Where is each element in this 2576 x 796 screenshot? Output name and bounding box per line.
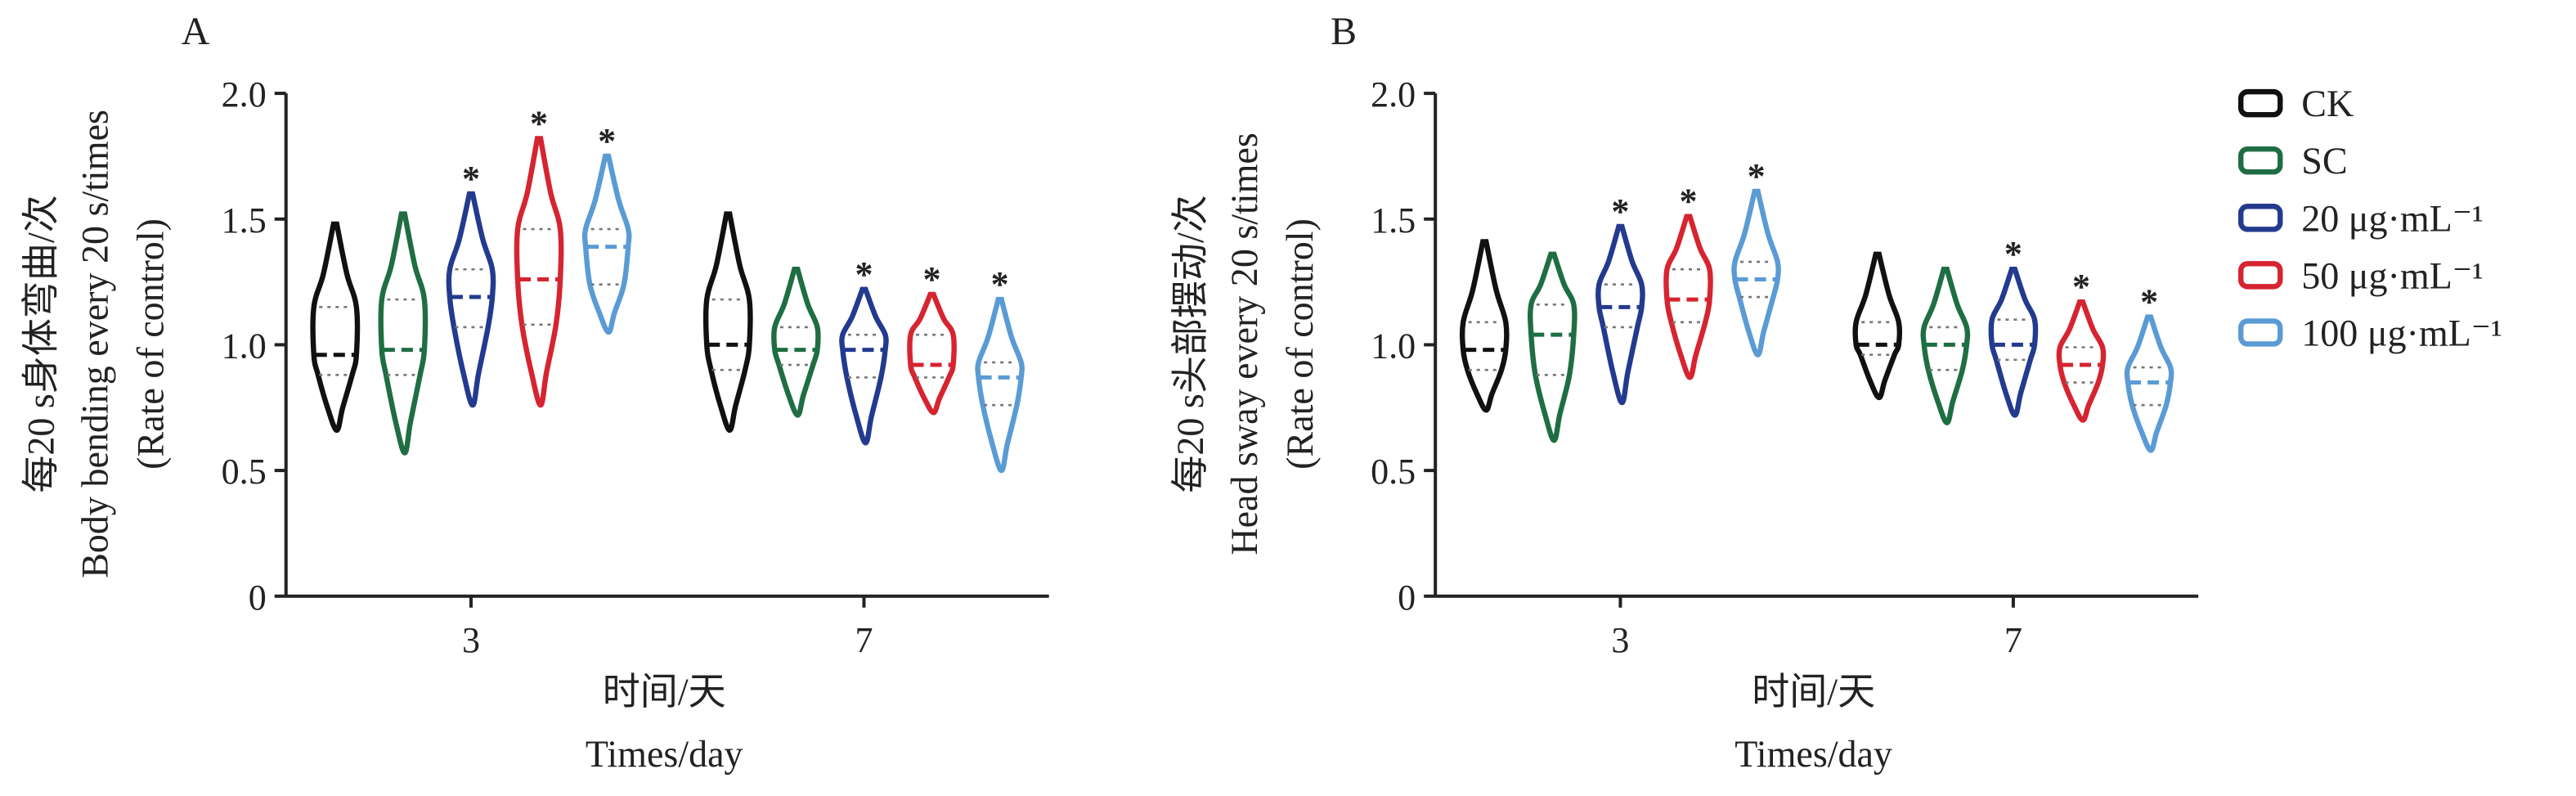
legend-label: SC [2301, 140, 2347, 182]
violin [1459, 239, 1510, 413]
x-axis-label: Times/day [1735, 733, 1892, 775]
legend-label: CK [2301, 83, 2354, 124]
violin [1595, 223, 1645, 406]
y-tick-label: 2.0 [222, 74, 267, 115]
y-tick-label: 0 [249, 578, 267, 618]
violin [1852, 251, 1903, 401]
panel-label: A [182, 10, 210, 53]
y-axis-label: 每20 s身体弯曲/次 [20, 195, 61, 492]
legend-label: 50 μg·mL⁻¹ [2301, 254, 2484, 296]
violin [2124, 314, 2174, 453]
violin [581, 153, 632, 335]
significance: * [2140, 282, 2158, 322]
significance: * [1679, 182, 1697, 222]
significance: * [598, 121, 616, 161]
violin [1988, 267, 2039, 418]
violin [310, 221, 361, 434]
legend-swatch [2237, 204, 2283, 232]
violin [771, 267, 821, 418]
x-axis-label: 时间/天 [1752, 671, 1875, 713]
panel: B 0 0.5 1.0 1.5 2.0 每20 s头部摆动/次 Head sway every… [1169, 10, 2502, 775]
significance: * [991, 264, 1009, 304]
significance: * [462, 159, 480, 199]
violin [839, 286, 889, 446]
violin [1663, 214, 1713, 380]
y-axis-label: 每20 s头部摆动/次 [1169, 195, 1211, 492]
significance: * [855, 254, 873, 295]
y-tick-label: 1.0 [1371, 326, 1416, 366]
x-axis-label: 时间/天 [603, 671, 726, 713]
violin [378, 211, 429, 456]
y-tick-label: 1.5 [222, 200, 267, 241]
y-tick-label: 1.0 [222, 326, 267, 366]
x-tick-label: 3 [462, 620, 480, 660]
violin [1528, 251, 1577, 443]
panel-label: B [1331, 10, 1357, 53]
y-axis-label: (Rate of control) [1279, 218, 1321, 470]
y-tick-label: 2.0 [1371, 74, 1416, 115]
violin [2056, 299, 2107, 423]
x-tick-label: 7 [2004, 620, 2022, 660]
panel: A 0 0.5 1.0 1.5 2.0 每20 s身体弯曲/次 Body bending ev… [20, 10, 1049, 775]
legend-label: 100 μg·mL⁻¹ [2301, 312, 2502, 353]
violin [514, 136, 564, 408]
violin [907, 291, 957, 416]
significance: * [530, 103, 548, 143]
significance: * [2004, 234, 2022, 274]
significance: * [1611, 191, 1629, 232]
significance: * [1748, 156, 1766, 196]
violin [702, 211, 753, 434]
y-tick-label: 0 [1398, 578, 1416, 618]
legend-swatch [2237, 146, 2283, 175]
x-axis-label: Times/day [586, 733, 743, 775]
x-tick-label: 7 [855, 620, 873, 660]
legend-swatch [2237, 318, 2283, 347]
significance: * [2072, 267, 2090, 307]
y-axis-label: (Rate of control) [130, 218, 172, 470]
y-tick-label: 0.5 [1371, 452, 1416, 492]
legend-swatch [2237, 261, 2283, 290]
legend-label: 20 μg·mL⁻¹ [2301, 197, 2484, 239]
y-axis-label: Head sway every 20 s/times [1223, 133, 1265, 555]
violin [975, 296, 1025, 474]
significance: * [923, 259, 941, 299]
y-axis-label: Body bending every 20 s/times [74, 110, 116, 578]
violin [1731, 188, 1781, 358]
x-tick-label: 3 [1611, 620, 1629, 660]
y-tick-label: 0.5 [222, 452, 267, 492]
violin [1920, 267, 1971, 425]
legend-swatch [2237, 88, 2283, 118]
y-tick-label: 1.5 [1371, 200, 1416, 241]
violin [446, 191, 496, 408]
